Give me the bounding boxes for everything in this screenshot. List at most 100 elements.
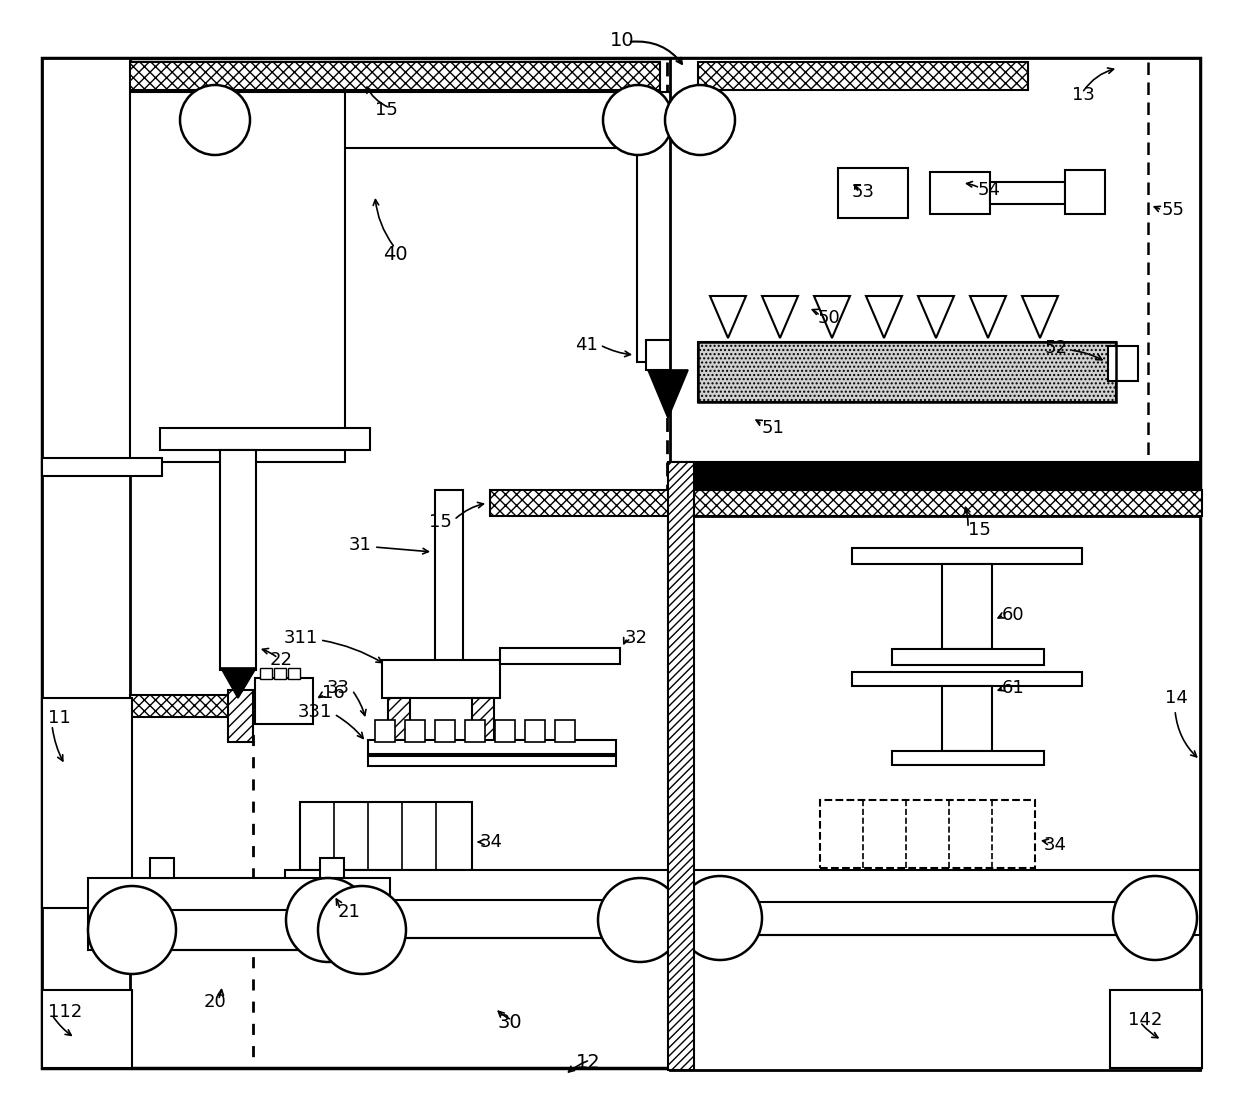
Bar <box>255 678 312 724</box>
Circle shape <box>317 886 405 974</box>
Circle shape <box>598 878 682 962</box>
Text: 331: 331 <box>298 703 332 720</box>
Text: 61: 61 <box>1002 679 1024 697</box>
Circle shape <box>286 878 370 962</box>
Bar <box>525 720 546 742</box>
Text: 142: 142 <box>1128 1011 1162 1028</box>
Text: 40: 40 <box>383 245 407 264</box>
Polygon shape <box>970 296 1006 338</box>
Circle shape <box>678 876 763 960</box>
Bar <box>320 858 343 878</box>
Circle shape <box>603 85 673 155</box>
Text: 41: 41 <box>575 336 598 354</box>
Bar <box>1110 990 1202 1068</box>
Bar <box>435 720 455 742</box>
Bar <box>670 516 1200 1070</box>
Bar <box>285 870 673 938</box>
Bar <box>388 698 410 754</box>
Text: 50: 50 <box>818 309 841 327</box>
Text: 21: 21 <box>339 903 361 921</box>
Text: 31: 31 <box>350 536 372 554</box>
Bar <box>1065 170 1105 214</box>
Bar <box>698 342 1116 402</box>
Text: 51: 51 <box>763 419 785 437</box>
Polygon shape <box>866 296 901 338</box>
Bar <box>130 695 229 717</box>
Bar <box>500 648 620 664</box>
Bar <box>130 92 345 462</box>
Text: 52: 52 <box>1045 339 1068 358</box>
Text: 12: 12 <box>575 1053 600 1071</box>
Bar <box>465 720 485 742</box>
Bar <box>42 698 131 908</box>
Bar <box>42 58 130 1068</box>
Text: 60: 60 <box>1002 606 1024 624</box>
Bar <box>698 62 1028 90</box>
Text: 14: 14 <box>1166 689 1188 707</box>
Bar <box>42 990 131 1068</box>
Text: 15: 15 <box>374 101 398 119</box>
Bar <box>435 490 463 662</box>
Bar <box>274 668 286 679</box>
Text: 11: 11 <box>48 710 71 727</box>
Bar <box>698 342 1116 402</box>
Polygon shape <box>649 370 688 418</box>
Bar <box>852 672 1083 686</box>
Bar <box>942 564 992 649</box>
Bar <box>692 490 1202 516</box>
Bar <box>150 858 174 878</box>
Text: 20: 20 <box>203 993 227 1011</box>
Text: 33: 33 <box>327 679 350 697</box>
Bar <box>405 720 425 742</box>
Bar <box>670 58 1200 522</box>
Text: 30: 30 <box>497 1012 522 1032</box>
Polygon shape <box>221 668 255 698</box>
Bar <box>637 92 697 362</box>
Circle shape <box>180 85 250 155</box>
Bar <box>490 490 670 516</box>
Bar <box>130 62 660 90</box>
Bar <box>228 690 253 743</box>
Text: 15: 15 <box>429 513 453 531</box>
Bar <box>668 462 694 1070</box>
Bar <box>219 450 255 670</box>
Bar <box>160 428 370 450</box>
Bar <box>368 756 616 766</box>
Bar <box>670 462 1200 490</box>
Polygon shape <box>813 296 849 338</box>
Bar <box>646 340 688 370</box>
Bar <box>838 168 908 218</box>
Polygon shape <box>763 296 799 338</box>
Bar <box>556 720 575 742</box>
Text: 112: 112 <box>48 1003 82 1021</box>
Bar <box>942 686 992 751</box>
Bar <box>820 800 1035 868</box>
Text: 53: 53 <box>852 183 875 201</box>
Circle shape <box>1114 876 1197 960</box>
Polygon shape <box>1022 296 1058 338</box>
Bar <box>374 720 396 742</box>
Bar <box>670 870 1200 935</box>
Circle shape <box>88 886 176 974</box>
Bar <box>382 660 500 698</box>
Bar <box>42 458 162 476</box>
Bar <box>288 668 300 679</box>
Bar <box>990 182 1065 204</box>
Bar <box>472 698 494 754</box>
Text: 34: 34 <box>480 833 503 851</box>
Text: 10: 10 <box>610 31 635 50</box>
Text: 16: 16 <box>322 684 345 702</box>
Bar <box>1109 346 1138 381</box>
Text: 13: 13 <box>1073 86 1095 104</box>
Bar <box>892 751 1044 764</box>
Bar <box>368 740 616 754</box>
Polygon shape <box>711 296 746 338</box>
Bar <box>300 802 472 870</box>
Circle shape <box>665 85 735 155</box>
Bar <box>852 548 1083 564</box>
Text: 55: 55 <box>1162 201 1185 219</box>
Bar <box>892 649 1044 666</box>
Text: 54: 54 <box>978 182 1001 199</box>
Text: 311: 311 <box>284 629 317 647</box>
Text: 15: 15 <box>968 521 991 539</box>
